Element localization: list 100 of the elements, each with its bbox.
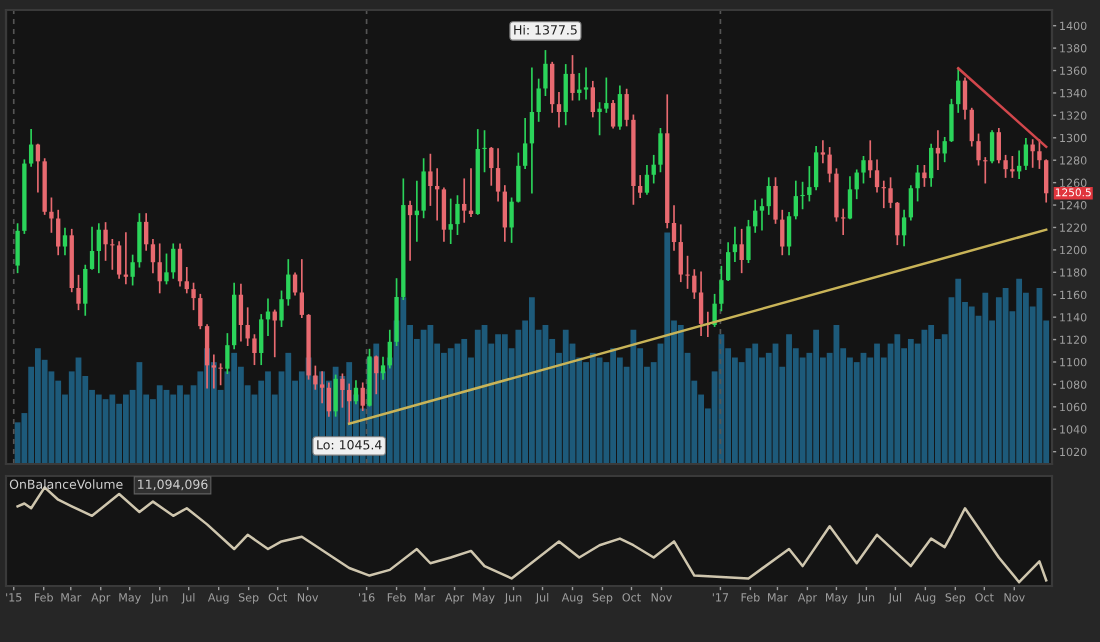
- candlestick: [455, 195, 460, 236]
- candlestick: [583, 67, 589, 100]
- candlestick: [130, 254, 135, 286]
- bar: [752, 343, 759, 464]
- candlestick: [1023, 138, 1029, 171]
- candlestick: [597, 102, 602, 136]
- candlestick: [103, 222, 108, 261]
- bar: [298, 371, 305, 464]
- bar: [427, 325, 434, 464]
- bar: [116, 403, 123, 464]
- candlestick: [874, 159, 880, 193]
- candlestick: [15, 223, 20, 274]
- candlestick: [678, 224, 683, 283]
- candlestick: [374, 355, 379, 395]
- candlestick: [1030, 139, 1035, 168]
- bar: [285, 352, 292, 464]
- bar: [1016, 278, 1023, 464]
- candlestick: [732, 226, 738, 262]
- bar: [677, 325, 684, 464]
- bar: [231, 352, 238, 464]
- bar: [95, 394, 102, 464]
- candlestick: [448, 198, 453, 245]
- candlestick: [868, 140, 873, 178]
- bar: [441, 352, 447, 464]
- bar: [265, 371, 271, 464]
- candlestick: [198, 293, 203, 330]
- bar: [461, 338, 468, 464]
- bar: [786, 334, 792, 464]
- bar: [122, 394, 129, 464]
- candlestick: [590, 80, 595, 118]
- bar: [955, 278, 962, 464]
- bar: [35, 348, 41, 464]
- candlestick: [989, 130, 995, 164]
- candlestick: [786, 212, 792, 256]
- bar: [589, 352, 596, 464]
- candlestick: [644, 164, 650, 195]
- candlestick: [137, 213, 142, 268]
- bar: [495, 334, 501, 464]
- candlestick: [177, 243, 183, 287]
- candlestick: [259, 314, 264, 366]
- bar: [928, 325, 935, 464]
- candlestick: [570, 55, 575, 101]
- candlestick: [610, 99, 616, 129]
- bar: [664, 232, 671, 464]
- candlestick: [96, 223, 101, 274]
- candlestick: [698, 271, 704, 336]
- candlestick: [89, 226, 95, 270]
- bar: [562, 329, 569, 464]
- candlestick: [509, 197, 514, 243]
- bar: [765, 352, 772, 464]
- bar: [501, 334, 508, 464]
- candlestick: [407, 200, 413, 261]
- candlestick: [827, 147, 832, 183]
- candlestick: [184, 266, 189, 294]
- bar: [156, 385, 163, 464]
- candlestick: [157, 243, 162, 294]
- bar: [907, 338, 914, 464]
- candlestick: [759, 198, 765, 231]
- candlestick: [502, 185, 508, 242]
- candlestick: [462, 178, 467, 223]
- candlestick: [116, 241, 122, 279]
- candlestick: [922, 164, 927, 187]
- candlestick: [238, 283, 244, 342]
- candlestick: [556, 92, 562, 128]
- candlestick: [901, 209, 907, 247]
- candlestick: [624, 88, 629, 127]
- candlestick: [489, 147, 494, 186]
- bar: [982, 292, 989, 464]
- candlestick: [739, 228, 744, 274]
- candlestick: [928, 143, 934, 187]
- candlestick: [56, 209, 61, 256]
- candlestick: [671, 205, 677, 251]
- candlestick: [604, 77, 609, 113]
- bar: [109, 394, 116, 464]
- bar: [610, 348, 617, 464]
- candlestick: [712, 293, 717, 327]
- bar: [874, 343, 880, 464]
- bar: [474, 329, 481, 464]
- candlestick: [617, 85, 623, 130]
- candlestick: [962, 77, 968, 120]
- bar: [968, 306, 975, 464]
- bar: [420, 329, 427, 464]
- bar: [813, 329, 820, 464]
- candlestick: [996, 127, 1002, 164]
- bar: [894, 334, 901, 464]
- candlestick: [380, 356, 386, 380]
- candlestick: [62, 227, 68, 256]
- candlestick: [766, 177, 771, 215]
- candlestick: [529, 67, 535, 194]
- candlestick: [1010, 156, 1015, 178]
- candlestick: [171, 243, 176, 279]
- candlestick: [83, 264, 88, 316]
- candlestick: [563, 64, 568, 126]
- bar: [447, 348, 454, 464]
- candlestick: [550, 61, 555, 113]
- candlestick: [793, 180, 798, 220]
- candlestick: [144, 213, 149, 251]
- bar: [921, 329, 928, 464]
- bar: [718, 334, 725, 464]
- candlestick: [495, 148, 501, 202]
